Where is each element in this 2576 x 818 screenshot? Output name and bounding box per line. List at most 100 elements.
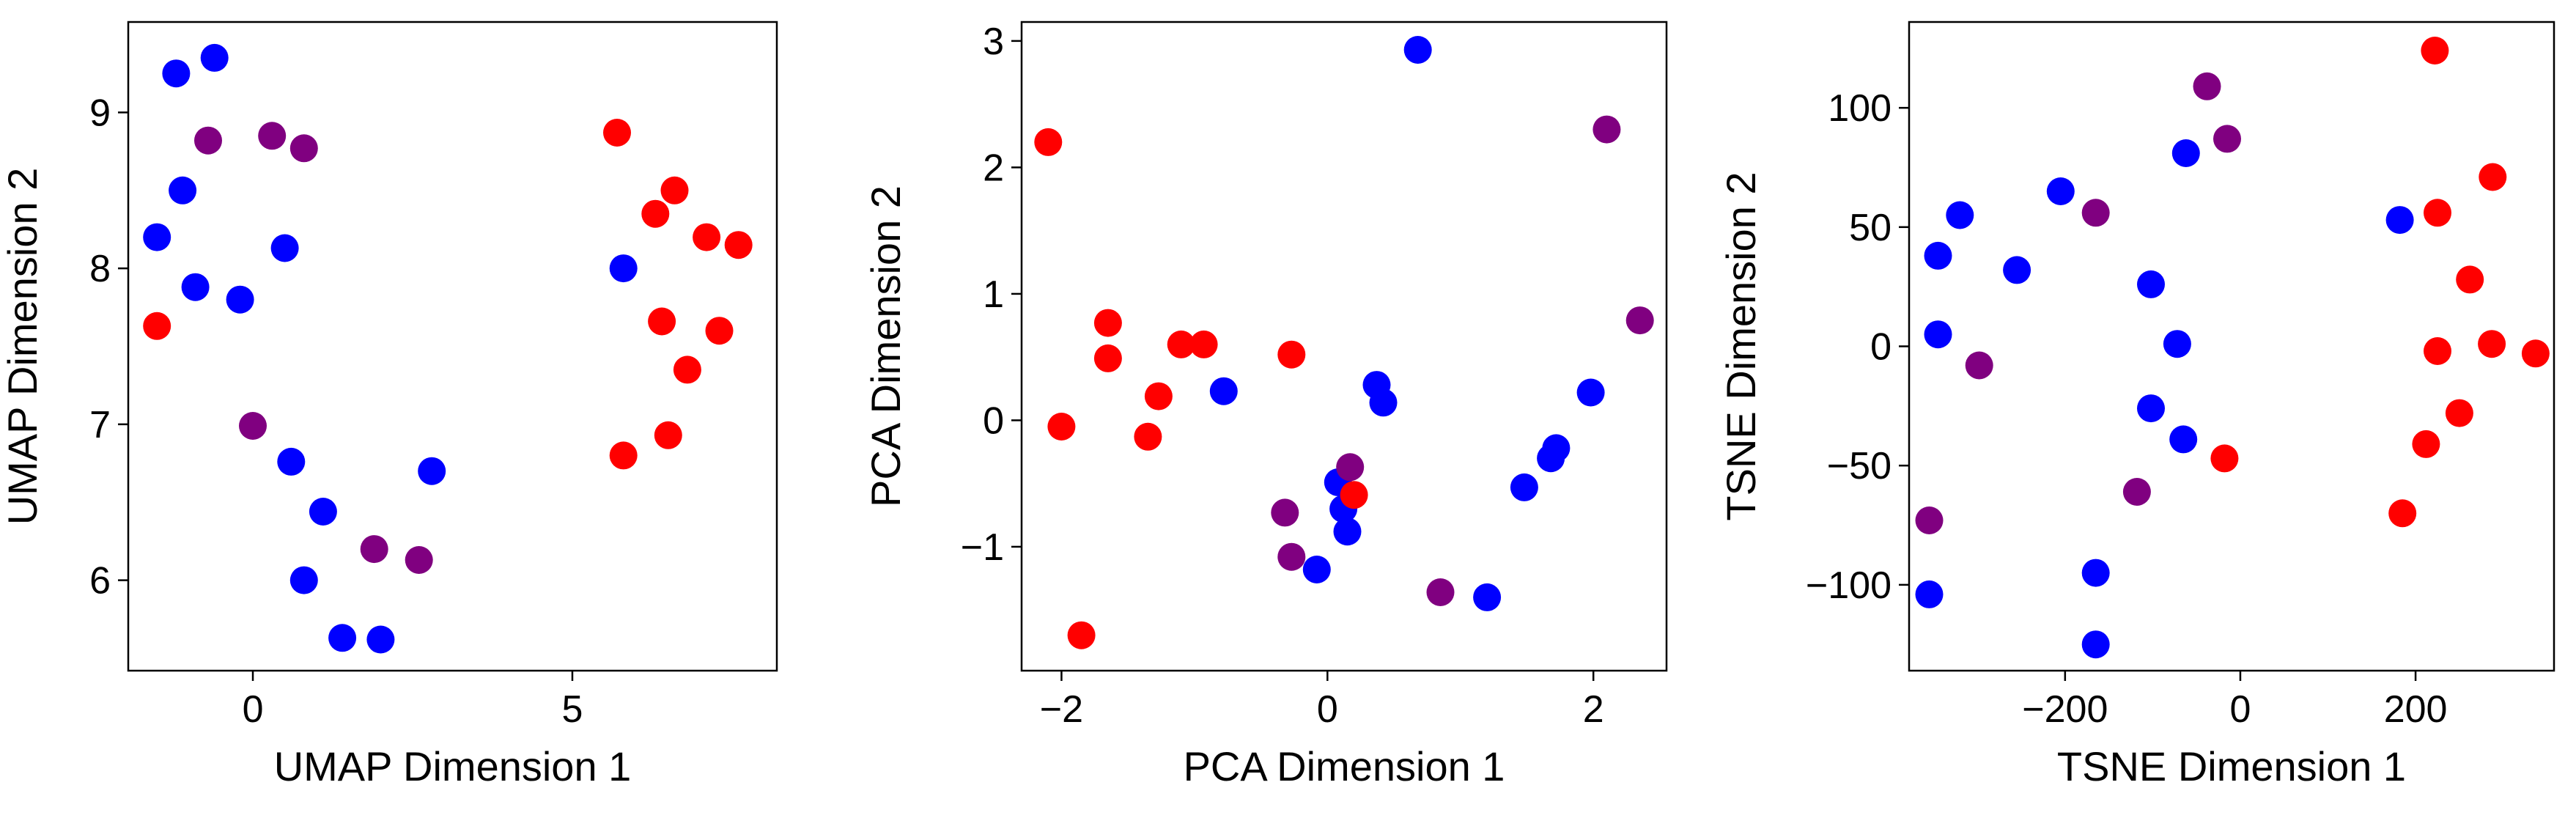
umap-point-blue (162, 59, 191, 88)
umap-point-purple (239, 412, 267, 440)
umap-point-blue (200, 43, 229, 72)
umap-point-purple (289, 134, 318, 163)
umap-x-tick-label: 0 (243, 688, 264, 731)
tsne-y-tick-label: 50 (1849, 207, 1892, 249)
pca-point-blue (1209, 377, 1238, 405)
umap-point-red (641, 199, 670, 228)
umap-point-blue (143, 223, 171, 251)
tsne-x-tick-label: −200 (2022, 688, 2108, 731)
tsne-point-blue (1946, 201, 1974, 229)
umap-point-blue (366, 625, 395, 654)
umap-point-blue (226, 285, 254, 314)
tsne-point-blue (2046, 177, 2075, 205)
umap-point-red (693, 223, 721, 251)
pca-point-purple (1426, 578, 1455, 606)
pca-point-red (1034, 128, 1063, 156)
umap-x-tick-label: 5 (562, 688, 583, 731)
tsne-point-purple (1915, 506, 1944, 534)
tsne-point-red (2478, 330, 2506, 358)
tsne-y-axis-title: TSNE Dimension 2 (1718, 172, 1764, 520)
tsne-point-red (2424, 199, 2451, 227)
tsne-point-blue (2003, 256, 2031, 284)
pca-point-red (1277, 340, 1306, 369)
umap-point-red (724, 231, 753, 259)
tsne-point-blue (1924, 320, 1952, 349)
pca-point-red (1093, 344, 1122, 372)
umap-axes-frame (127, 21, 778, 672)
pca-y-tick-label: −1 (961, 526, 1004, 569)
pca-point-red (1144, 382, 1173, 410)
umap-y-tick-label: 7 (89, 404, 111, 446)
tsne-point-purple (1965, 351, 1993, 380)
tsne-point-red (2521, 339, 2550, 368)
umap-point-blue (270, 234, 299, 262)
tsne-point-red (2388, 499, 2417, 528)
tsne-point-purple (2193, 72, 2221, 100)
pca-point-purple (1271, 498, 1299, 527)
tsne-point-blue (2081, 630, 2110, 659)
umap-x-axis-title: UMAP Dimension 1 (274, 743, 632, 789)
pca-y-axis-title: PCA Dimension 2 (863, 185, 909, 507)
umap-point-blue (289, 566, 318, 594)
pca-y-tick-label: 1 (983, 273, 1004, 316)
umap-point-blue (181, 273, 210, 301)
tsne-x-tick-label: 200 (2384, 688, 2448, 731)
pca-point-blue (1510, 473, 1538, 501)
pca-point-red (1093, 309, 1122, 337)
tsne-point-blue (2163, 330, 2191, 358)
tsne-axes-frame (1908, 21, 2555, 672)
umap-point-purple (194, 126, 222, 155)
pca-point-blue (1403, 36, 1432, 64)
tsne-y-tick-label: 100 (1828, 87, 1892, 130)
tsne-point-red (2445, 399, 2473, 427)
pca-point-red (1134, 422, 1162, 451)
tsne-point-blue (2081, 559, 2110, 587)
pca-point-purple (1593, 115, 1621, 144)
umap-point-blue (328, 624, 357, 652)
tsne-point-red (2479, 163, 2507, 191)
umap-scatter-plot: 0 5 6 7 8 9 UMAP Dimension 1 UMAP Dimension 2 (0, 21, 778, 789)
tsne-y-tick-label: −50 (1827, 445, 1892, 487)
tsne-point-blue (1915, 580, 1944, 608)
umap-point-red (654, 421, 682, 449)
umap-point-red (660, 176, 689, 204)
pca-axes-frame (1020, 21, 1668, 672)
umap-point-red (143, 312, 171, 340)
pca-point-blue (1302, 556, 1331, 583)
pca-x-tick-label: 0 (1317, 688, 1338, 731)
pca-point-purple (1336, 453, 1365, 482)
umap-point-red (673, 355, 701, 384)
umap-point-blue (609, 254, 638, 283)
pca-point-red (1047, 413, 1076, 441)
pca-x-tick-label: −2 (1040, 688, 1083, 731)
pca-point-blue (1333, 517, 1362, 546)
tsne-x-tick-label: 0 (2229, 688, 2251, 731)
tsne-y-tick-label: −100 (1806, 564, 1892, 607)
umap-y-axis-title: UMAP Dimension 2 (0, 168, 45, 526)
tsne-x-axis-title: TSNE Dimension 1 (2057, 743, 2406, 789)
umap-point-blue (309, 498, 337, 526)
pca-point-purple (1277, 542, 1306, 571)
tsne-point-red (2412, 430, 2440, 458)
umap-point-red (648, 307, 676, 336)
umap-point-blue (169, 176, 197, 204)
tsne-point-red (2424, 337, 2451, 365)
pca-point-red (1167, 330, 1195, 358)
pca-scatter-plot: −2 0 2 −1 0 1 2 3 PCA Dimension 1 PCA Dimension 2 (863, 21, 1668, 789)
pca-x-tick-label: 2 (1583, 688, 1604, 731)
umap-y-tick-label: 9 (89, 92, 111, 134)
umap-point-purple (405, 546, 433, 574)
umap-point-blue (418, 457, 446, 485)
umap-point-red (609, 441, 638, 470)
pca-x-axis-title: PCA Dimension 1 (1184, 743, 1505, 789)
umap-point-blue (277, 447, 306, 476)
pca-point-blue (1369, 388, 1398, 417)
umap-point-purple (258, 122, 287, 150)
tsne-point-blue (2137, 394, 2165, 423)
umap-point-red (603, 119, 631, 147)
tsne-point-blue (2137, 270, 2165, 298)
tsne-point-blue (2171, 139, 2200, 167)
pca-point-blue (1473, 583, 1502, 611)
umap-point-purple (360, 535, 388, 564)
